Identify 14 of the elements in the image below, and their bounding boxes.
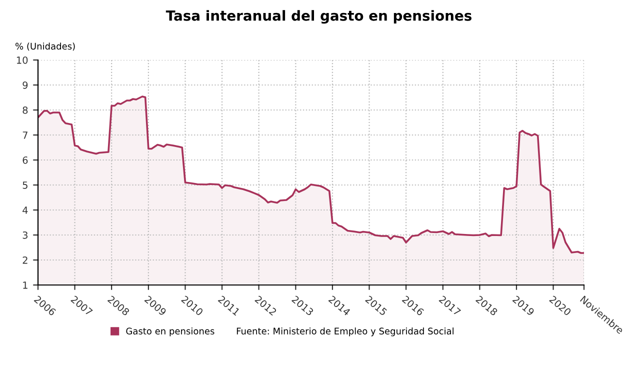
y-tick-label: 8 — [22, 106, 28, 114]
source-note: Fuente: Ministerio de Empleo y Seguridad Social — [236, 328, 454, 336]
y-tick-label: 3 — [22, 231, 28, 239]
y-tick-label: 2 — [22, 256, 28, 264]
chart-title: Tasa interanual del gasto en pensiones — [166, 10, 472, 24]
y-tick-label: 4 — [22, 206, 28, 214]
y-axis-title: % (Unidades) — [16, 42, 75, 51]
y-tick-label: 1 — [23, 282, 28, 289]
y-tick-label: 7 — [22, 132, 28, 139]
y-tick-label: 5 — [22, 182, 28, 189]
y-tick-label: 9 — [22, 81, 28, 89]
legend-label: Gasto en pensiones — [126, 328, 214, 336]
y-tick-label: 10 — [16, 56, 28, 64]
y-tick-label: 6 — [22, 156, 28, 164]
